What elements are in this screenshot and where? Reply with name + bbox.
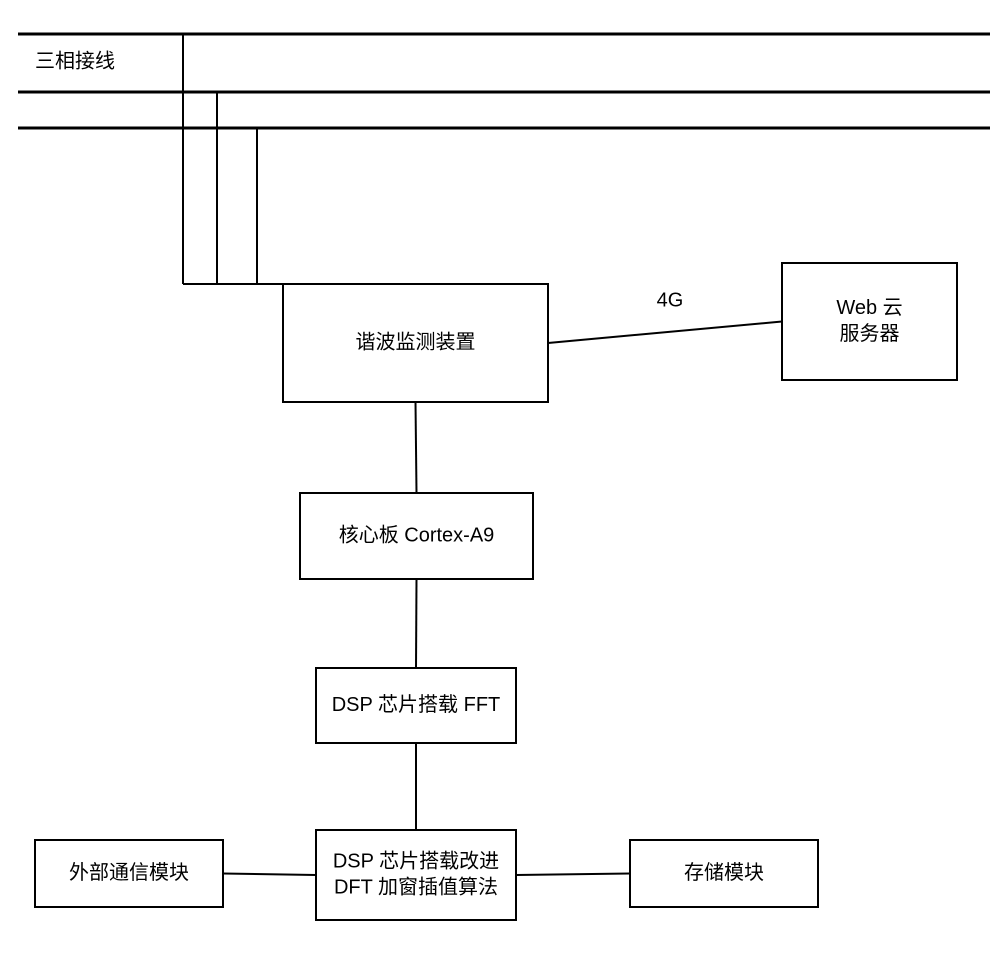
coreboard-label: 核心板 Cortex-A9 <box>339 523 495 546</box>
connector-monitor-webcloud <box>548 322 782 344</box>
connector-extcomm-dspdft <box>223 874 316 876</box>
connector-coreboard-dspfft <box>416 579 417 668</box>
connector-dspdft-storage <box>516 874 630 876</box>
dspdft-label: DSP 芯片搭载改进 <box>333 849 499 872</box>
connector-monitor-coreboard <box>416 402 417 493</box>
extcomm-label: 外部通信模块 <box>69 861 189 884</box>
monitor-label: 谐波监测装置 <box>356 330 476 353</box>
dspfft-label: DSP 芯片搭载 FFT <box>332 693 501 716</box>
webcloud-label: 服务器 <box>840 322 900 345</box>
storage-label: 存储模块 <box>684 861 764 884</box>
three-phase-label: 三相接线 <box>35 49 115 72</box>
webcloud-box <box>782 263 957 380</box>
dspdft-label: DFT 加窗插值算法 <box>334 875 498 898</box>
edge-4g-label: 4G <box>657 289 684 311</box>
dspdft-box <box>316 830 516 920</box>
webcloud-label: Web 云 <box>836 297 902 319</box>
